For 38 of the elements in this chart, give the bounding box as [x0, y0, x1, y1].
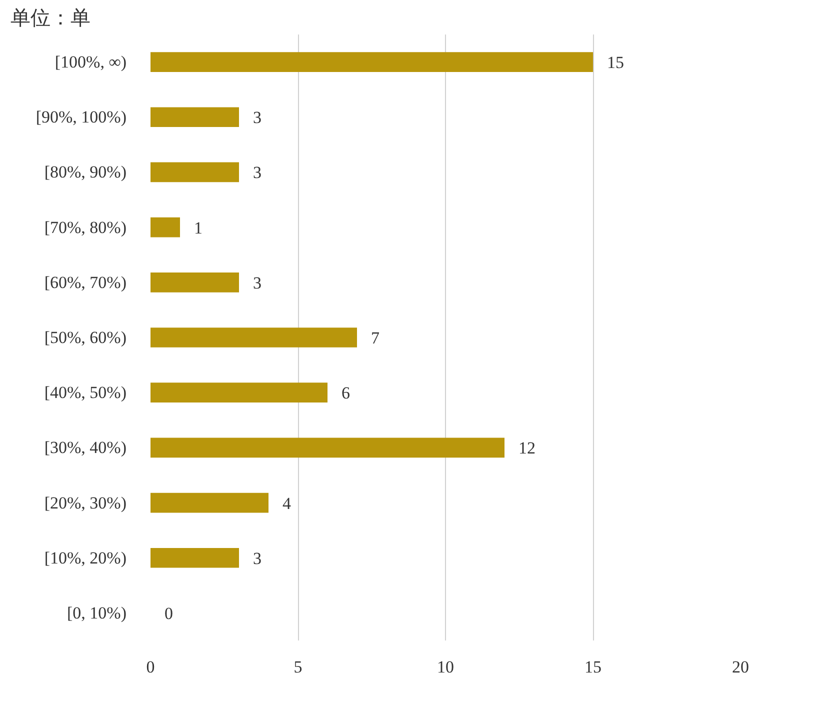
x-tick-label: 15 — [584, 658, 602, 676]
bar — [150, 492, 268, 513]
data-label: 7 — [371, 328, 380, 348]
chart-title: 单位：单 — [10, 8, 90, 30]
data-label: 3 — [253, 548, 262, 568]
bar — [150, 162, 239, 182]
data-label: 3 — [253, 163, 262, 182]
y-tick-label: [0, 10%) — [67, 603, 126, 622]
bar — [150, 548, 239, 568]
data-label: 12 — [518, 438, 536, 458]
bar — [150, 438, 504, 458]
y-tick-label: [100%, ∞) — [54, 52, 127, 72]
y-tick-label: [20%, 30%) — [44, 493, 127, 512]
y-tick-label: [50%, 60%) — [44, 328, 127, 347]
y-tick-label: [60%, 70%) — [44, 272, 127, 292]
bar — [150, 382, 328, 403]
bar — [150, 217, 180, 238]
x-tick-label: 20 — [732, 658, 749, 676]
y-tick-label: [40%, 50%) — [44, 383, 127, 402]
bar — [150, 272, 239, 292]
bar — [150, 328, 357, 348]
y-tick-label: [70%, 80%) — [44, 218, 127, 237]
data-label: 0 — [164, 604, 173, 623]
data-label: 6 — [342, 384, 350, 403]
y-tick-label: [30%, 40%) — [44, 438, 127, 458]
bar — [150, 107, 239, 128]
x-tick-label: 5 — [294, 658, 302, 676]
y-tick-label: [90%, 100%) — [36, 108, 127, 127]
data-label: 4 — [282, 494, 292, 513]
x-tick-label: 10 — [437, 658, 454, 676]
data-label: 15 — [607, 53, 624, 72]
data-label: 1 — [194, 218, 202, 238]
y-tick-label: [10%, 20%) — [44, 548, 127, 568]
data-label: 3 — [253, 108, 262, 128]
bar — [150, 52, 593, 72]
x-tick-label: 0 — [146, 658, 155, 676]
data-label: 3 — [253, 273, 262, 292]
y-tick-label: [80%, 90%) — [44, 162, 127, 182]
